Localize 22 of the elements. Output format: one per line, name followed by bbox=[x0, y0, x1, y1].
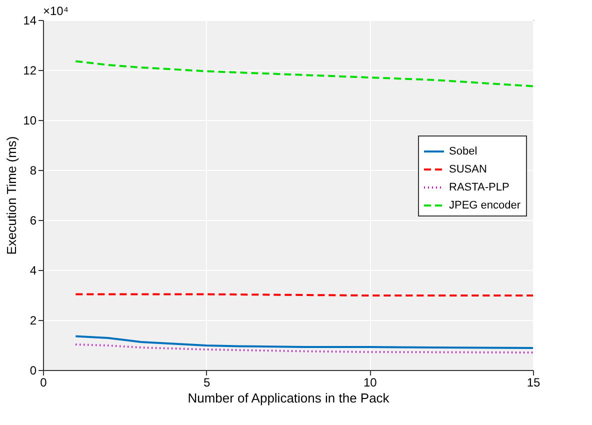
y-tick-label: 6 bbox=[30, 214, 37, 228]
y-tick-label: 10 bbox=[23, 114, 37, 128]
y-tick-label: 4 bbox=[30, 264, 37, 278]
x-tick-label: 15 bbox=[526, 376, 540, 390]
line-series bbox=[74, 60, 534, 88]
x-tick-label: 0 bbox=[40, 376, 48, 390]
legend-label: RASTA-PLP bbox=[449, 182, 510, 194]
line-series bbox=[74, 344, 534, 354]
y-tick-label: 8 bbox=[30, 164, 37, 178]
y-tick-label: 12 bbox=[23, 64, 37, 78]
x-tick-label: 5 bbox=[203, 376, 210, 390]
legend-label: Sobel bbox=[449, 146, 478, 158]
x-tick-label: 10 bbox=[363, 376, 378, 390]
legend-label: JPEG encoder bbox=[449, 200, 521, 212]
y-tick-label: 2 bbox=[30, 314, 37, 328]
y-tick-label: 14 bbox=[23, 14, 37, 28]
line-series bbox=[74, 335, 534, 349]
x-axis-title: Number of Applications in the Pack bbox=[188, 390, 390, 406]
y-tick-label: 0 bbox=[30, 364, 37, 378]
legend-label: SUSAN bbox=[449, 164, 487, 176]
y-axis-title: Execution Time (ms) bbox=[4, 136, 20, 255]
text: ×10⁴ bbox=[43, 4, 69, 18]
